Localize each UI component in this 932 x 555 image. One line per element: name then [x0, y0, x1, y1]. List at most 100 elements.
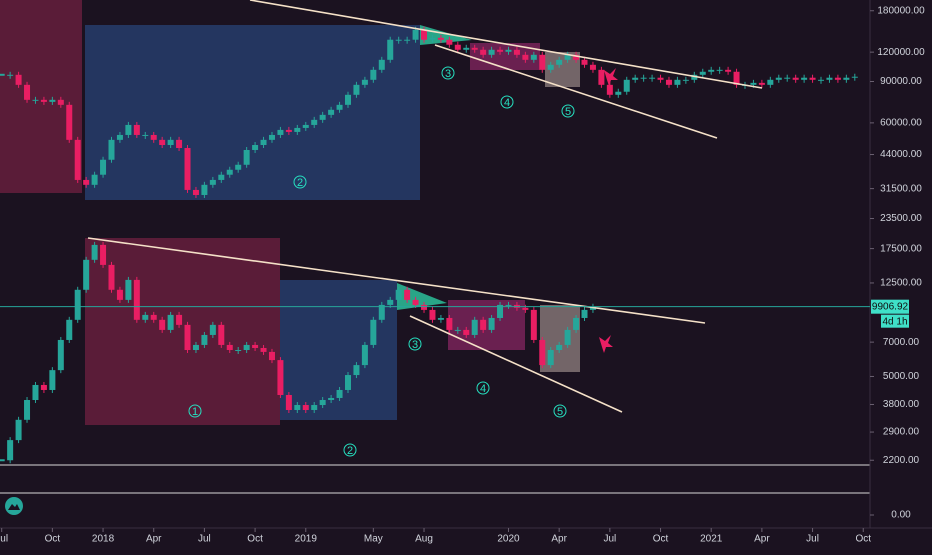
circle	[476, 381, 490, 395]
candle	[192, 189, 199, 195]
candle	[851, 76, 858, 78]
candle	[505, 49, 512, 52]
candle	[311, 119, 318, 125]
trendlines	[87, 0, 763, 413]
candle	[480, 319, 487, 330]
candle	[361, 79, 368, 85]
candle	[454, 44, 461, 50]
candle	[32, 384, 39, 401]
candle	[319, 114, 326, 120]
candle	[649, 77, 656, 79]
circle	[441, 66, 455, 80]
candle	[640, 77, 647, 79]
x-tick-label: Jul	[198, 534, 211, 545]
circle	[561, 104, 575, 118]
candle	[108, 139, 115, 160]
candle	[40, 384, 47, 390]
candle	[387, 299, 394, 305]
candle	[750, 82, 757, 85]
candle	[0, 459, 5, 462]
y-tick-label: 120000.00	[877, 47, 925, 58]
y-tick-label: 0.00	[891, 510, 911, 521]
candle	[818, 79, 825, 81]
candle	[412, 299, 419, 305]
y-tick-label: 44000.00	[880, 149, 922, 160]
candle	[665, 79, 672, 85]
circle	[408, 337, 422, 351]
trendline	[434, 44, 718, 139]
x-tick-label: Apr	[551, 534, 567, 545]
x-tick-label: Oct	[855, 534, 871, 545]
y-tick-label: 3800.00	[883, 399, 920, 410]
candle	[395, 289, 402, 300]
countdown-label: 4d 1h	[882, 316, 907, 327]
candle	[150, 134, 157, 140]
candle	[260, 347, 267, 352]
candle	[91, 174, 98, 185]
candle	[277, 129, 284, 135]
candle	[142, 314, 149, 320]
candle	[100, 244, 107, 265]
candle	[302, 405, 309, 410]
candle	[167, 139, 174, 146]
candle	[184, 148, 191, 190]
candle	[159, 319, 166, 330]
candle	[725, 69, 732, 72]
circle	[553, 404, 567, 418]
candle	[573, 317, 580, 330]
y-tick-label: 90000.00	[880, 76, 922, 87]
candle	[581, 59, 588, 65]
candle	[530, 54, 537, 60]
zone	[397, 283, 447, 310]
annotation: 2	[297, 177, 303, 189]
candle	[328, 109, 335, 115]
candles	[0, 26, 858, 464]
markers	[599, 68, 618, 353]
candle	[632, 77, 639, 80]
x-tick-label: Jul	[603, 534, 616, 545]
candle	[463, 329, 470, 335]
y-tick-label: 17500.00	[880, 243, 922, 254]
candle	[429, 37, 436, 40]
candle	[285, 394, 292, 410]
candle	[7, 440, 14, 461]
x-tick-label: 2021	[700, 534, 723, 545]
candle	[142, 134, 149, 136]
candle	[285, 129, 292, 132]
candle	[395, 39, 402, 41]
candle	[345, 94, 351, 105]
circle	[293, 175, 307, 189]
y-tick-label: 12500.00	[880, 278, 922, 289]
candle	[513, 49, 520, 55]
candle	[446, 317, 453, 330]
y-tick-label: 180000.00	[877, 5, 925, 16]
trendline	[87, 237, 706, 324]
candle	[116, 289, 123, 300]
y-tick-label: 5000.00	[883, 371, 920, 382]
candle	[437, 317, 444, 320]
candle	[488, 49, 495, 55]
candle	[437, 37, 444, 40]
annotation: 5	[565, 106, 571, 118]
candle	[57, 339, 64, 371]
candle	[268, 351, 275, 361]
last-price-label: 9906.92	[872, 301, 909, 312]
circle	[343, 443, 357, 457]
annotation: 4	[480, 383, 486, 395]
candle	[184, 324, 191, 351]
candle	[834, 77, 841, 80]
candle	[826, 77, 833, 80]
candle	[539, 339, 546, 366]
x-tick-label: Jul	[0, 534, 8, 545]
candle	[522, 54, 529, 60]
trendline	[249, 0, 763, 89]
annotation-circles	[188, 66, 575, 457]
candle	[24, 400, 31, 420]
candle	[708, 69, 715, 72]
candle	[657, 77, 664, 80]
candle	[699, 71, 706, 75]
y-tick-label: 7000.00	[883, 337, 920, 348]
zone	[85, 238, 280, 425]
candle	[74, 139, 81, 180]
annotation: 2	[347, 445, 353, 457]
